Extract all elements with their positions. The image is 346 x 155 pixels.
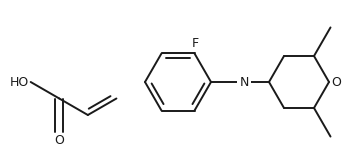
Text: N: N <box>239 75 249 89</box>
Text: O: O <box>331 75 341 89</box>
Text: O: O <box>54 133 64 146</box>
Text: F: F <box>192 37 199 50</box>
Text: HO: HO <box>9 75 29 89</box>
